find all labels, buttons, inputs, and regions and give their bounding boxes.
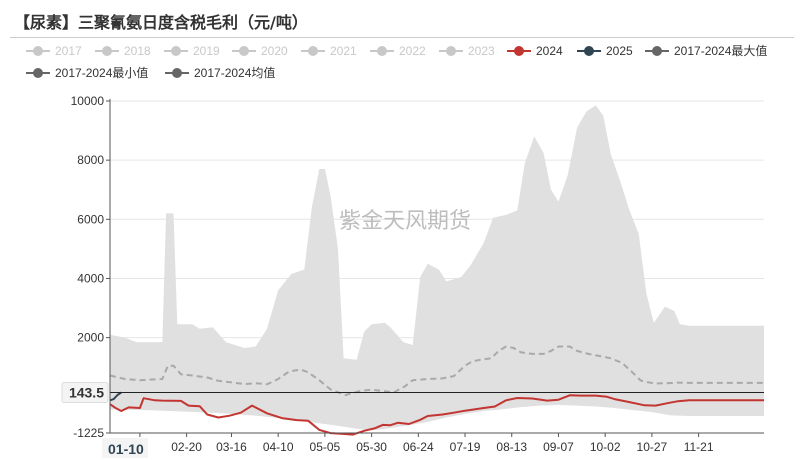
legend-label: 2018 — [124, 44, 151, 58]
legend-label: 2025 — [606, 44, 633, 58]
legend-marker-icon — [171, 46, 181, 56]
cursor-x-label: 01-10 — [108, 441, 144, 457]
legend-label: 2020 — [261, 44, 288, 58]
legend-item-row2-1[interactable]: 2017-2024均值 — [165, 65, 275, 80]
legend-label: 2024 — [536, 44, 563, 58]
legend-marker-icon — [514, 46, 524, 56]
legend-marker-icon — [33, 46, 43, 56]
y-tick-label-1: 8000 — [77, 153, 104, 167]
x-tick-label-12: 11-21 — [684, 440, 714, 454]
x-tick-label-8: 08-13 — [496, 440, 527, 454]
x-tick-label-6: 06-24 — [403, 440, 434, 454]
legend-item-row1-3[interactable]: 2020 — [232, 44, 288, 58]
legend-item-row1-7[interactable]: 2024 — [507, 44, 563, 58]
x-tick-label-3: 04-10 — [263, 440, 294, 454]
x-tick-label-4: 05-05 — [310, 440, 341, 454]
series-line-1 — [109, 394, 764, 436]
legend-item-row1-0[interactable]: 2017 — [26, 44, 82, 58]
y-tick-label-2: 6000 — [77, 212, 104, 226]
series-lines — [109, 345, 764, 436]
legend-label: 2017-2024最小值 — [55, 65, 148, 80]
legend-item-row1-8[interactable]: 2025 — [577, 44, 633, 58]
legend-marker-icon — [584, 46, 594, 56]
legend-marker-icon — [33, 68, 43, 78]
legend-marker-icon — [446, 46, 456, 56]
legend-item-row1-1[interactable]: 2018 — [95, 44, 151, 58]
legend-item-row1-9[interactable]: 2017-2024最大值 — [645, 43, 767, 58]
legend-item-row1-6[interactable]: 2023 — [439, 44, 495, 58]
legend-label: 2017 — [55, 44, 82, 58]
legend-item-row1-2[interactable]: 2019 — [164, 44, 220, 58]
legend-item-row1-5[interactable]: 2022 — [370, 44, 426, 58]
x-tick-label-2: 03-16 — [216, 440, 247, 454]
y-tick-label-3: 4000 — [77, 271, 104, 285]
legend-marker-icon — [652, 46, 662, 56]
legend-item-row2-0[interactable]: 2017-2024最小值 — [26, 65, 148, 80]
legend-marker-icon — [308, 46, 318, 56]
legend-item-row1-4[interactable]: 2021 — [301, 44, 357, 58]
legend-marker-icon — [102, 46, 112, 56]
page-title: 【尿素】三聚氰氨日度含税毛利（元/吨） — [14, 13, 308, 32]
y-tick-label-4: 2000 — [77, 331, 104, 345]
legend-label: 2019 — [193, 44, 220, 58]
y-tick-label-5: -1225 — [73, 426, 104, 440]
legend-label: 2017-2024最大值 — [674, 43, 767, 58]
legend-label: 2021 — [330, 44, 357, 58]
y-tick-label-0: 10000 — [71, 94, 105, 108]
legend: 2017 2018 2019 2020 2021 2022 2023 2024 2025 2017… — [26, 43, 767, 80]
legend-label: 2022 — [399, 44, 426, 58]
cursor-crosshair: 143.5 01-10 — [61, 382, 764, 458]
x-tick-label-9: 09-07 — [543, 440, 574, 454]
x-tick-label-10: 10-02 — [590, 440, 621, 454]
band-area — [110, 105, 764, 431]
cursor-y-box — [61, 382, 109, 404]
cursor-x-box — [102, 438, 148, 458]
watermark: 紫金天风期货 — [339, 209, 471, 234]
legend-marker-icon — [172, 68, 182, 78]
legend-label: 2023 — [468, 44, 495, 58]
legend-marker-icon — [239, 46, 249, 56]
title-divider — [10, 37, 794, 38]
series-line-0 — [109, 345, 764, 396]
x-tick-label-1: 02-20 — [171, 440, 202, 454]
legend-label: 2017-2024均值 — [194, 65, 275, 80]
x-tick-label-7: 07-19 — [450, 440, 481, 454]
series-line-2 — [109, 391, 122, 402]
band-max-min — [110, 105, 764, 431]
cursor-y-label: 143.5 — [69, 385, 104, 401]
x-tick-label-5: 05-30 — [356, 440, 387, 454]
axes: 100008000600040002000-12252602-2003-1604… — [71, 94, 764, 454]
legend-marker-icon — [377, 46, 387, 56]
x-tick-label-11: 10-27 — [637, 440, 668, 454]
